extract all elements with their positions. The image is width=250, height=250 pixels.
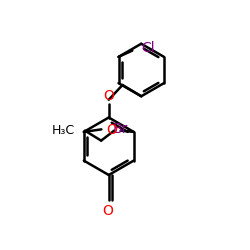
Text: Br: Br <box>112 122 128 136</box>
Text: O: O <box>106 123 118 137</box>
Text: O: O <box>103 89 114 103</box>
Text: O: O <box>102 204 114 218</box>
Text: Cl: Cl <box>141 41 155 55</box>
Text: H₃C: H₃C <box>52 124 75 137</box>
